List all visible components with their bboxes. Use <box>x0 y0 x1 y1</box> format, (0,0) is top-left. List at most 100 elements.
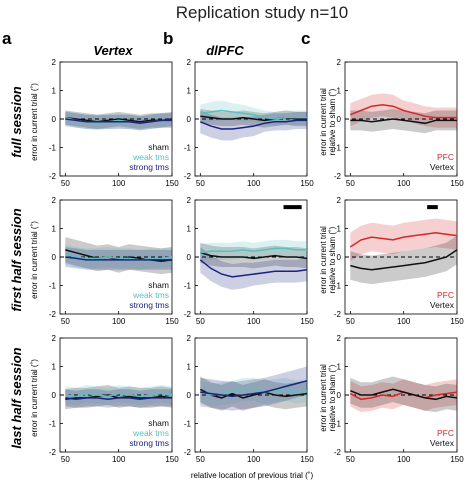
series-line-sham <box>65 116 173 123</box>
ylabel-right-row1-line1: error in current trial <box>319 88 328 156</box>
error-band-vertex <box>350 235 457 285</box>
x-tick-label: 50 <box>61 179 70 188</box>
y-tick-label: -2 <box>49 172 57 181</box>
y-tick-label: -1 <box>49 420 57 429</box>
legend-strong-tms: strong tms <box>129 300 169 310</box>
series-line-strong-tms <box>200 380 308 398</box>
column-title-dlpfc: dlPFC <box>206 43 244 58</box>
panel-letter-c: c <box>301 29 310 48</box>
legend-sham: sham <box>148 142 169 152</box>
error-band-sham <box>200 242 307 269</box>
legend-strong-tms: strong tms <box>129 438 169 448</box>
y-tick-label: -1 <box>49 144 57 153</box>
legend-vertex: Vertex <box>430 300 455 310</box>
x-tick-label: 150 <box>450 179 464 188</box>
x-tick-label: 50 <box>346 317 355 326</box>
ylabel-left-row1: error in current trial (˚) <box>30 83 39 161</box>
y-tick-label: -2 <box>334 310 342 319</box>
y-tick-label: -2 <box>49 310 57 319</box>
series-line-vertex <box>350 118 457 125</box>
y-tick-label: -1 <box>334 282 342 291</box>
y-tick-label: -1 <box>334 144 342 153</box>
column-title-vertex: Vertex <box>93 43 133 58</box>
y-tick-label: 2 <box>337 334 342 343</box>
significance-bar <box>283 205 302 210</box>
x-tick-label: 150 <box>165 455 179 464</box>
y-tick-label: 0 <box>187 115 192 124</box>
y-tick-label: 1 <box>52 225 57 234</box>
y-tick-label: -2 <box>334 172 342 181</box>
y-tick-label: 2 <box>187 334 192 343</box>
legend-pfc: PFC <box>437 428 454 438</box>
x-tick-label: 100 <box>112 179 126 188</box>
legend-weak-tms: weak tms <box>132 290 169 300</box>
legend-vertex: Vertex <box>430 162 455 172</box>
x-tick-label: 50 <box>61 317 70 326</box>
series-line-weak-tms <box>200 247 307 254</box>
significance-bar <box>427 205 438 210</box>
y-tick-label: -2 <box>49 448 57 457</box>
x-tick-label: 150 <box>450 317 464 326</box>
y-tick-label: 0 <box>337 391 342 400</box>
series-line-sham <box>199 388 308 399</box>
legend-strong-tms: strong tms <box>129 162 169 172</box>
legend-pfc: PFC <box>437 290 454 300</box>
error-band-pfc <box>350 218 457 262</box>
series-line-pfc <box>350 104 457 119</box>
panel-last-half-session-dlpfc: -2 -1 0 1 2 50 100 150 <box>184 334 314 464</box>
series-line-strong-tms <box>65 397 172 401</box>
row-title-last-half-session: last half session <box>9 347 24 448</box>
y-tick-label: 1 <box>187 87 192 96</box>
y-tick-label: 1 <box>337 225 342 234</box>
y-tick-label: 0 <box>52 253 57 262</box>
y-tick-label: -1 <box>184 144 192 153</box>
x-tick-label: 100 <box>397 179 411 188</box>
y-tick-label: -2 <box>184 172 192 181</box>
x-tick-label: 100 <box>112 317 126 326</box>
series-line-vertex <box>350 249 458 271</box>
series-line-sham <box>200 251 308 260</box>
legend-weak-tms: weak tms <box>132 152 169 162</box>
ylabel-right-row2-line1: error in current trial <box>319 226 328 294</box>
ylabel-left-row2: error in current trial (˚) <box>30 221 39 299</box>
y-tick-label: 2 <box>187 196 192 205</box>
y-tick-label: 0 <box>187 253 192 262</box>
y-tick-label: 0 <box>52 391 57 400</box>
figure-title: Replication study n=10 <box>176 3 348 22</box>
y-tick-label: -1 <box>334 420 342 429</box>
x-tick-label: 150 <box>300 455 314 464</box>
y-tick-label: -1 <box>49 282 57 291</box>
series-line-vertex <box>350 388 458 401</box>
x-tick-label: 150 <box>300 179 314 188</box>
x-tick-label: 150 <box>450 455 464 464</box>
legend-sham: sham <box>148 418 169 428</box>
x-tick-label: 50 <box>346 179 355 188</box>
y-tick-label: -1 <box>184 420 192 429</box>
x-tick-label: 50 <box>196 179 205 188</box>
series-line-strong-tms <box>200 119 307 130</box>
error-band-vertex <box>350 376 457 413</box>
x-axis-label: relative location of previous trial (˚) <box>191 471 314 480</box>
x-tick-label: 100 <box>247 179 261 188</box>
y-tick-label: 2 <box>337 58 342 67</box>
y-tick-label: 2 <box>187 58 192 67</box>
y-tick-label: 2 <box>52 196 57 205</box>
error-band-strong-tms <box>200 247 307 290</box>
legend-pfc: PFC <box>437 152 454 162</box>
x-tick-label: 150 <box>165 179 179 188</box>
y-tick-label: 1 <box>337 87 342 96</box>
y-tick-label: 0 <box>337 253 342 262</box>
panel-full-session-dlpfc: -2 -1 0 1 2 50 100 150 <box>184 58 314 188</box>
y-tick-label: 2 <box>52 58 57 67</box>
y-tick-label: 1 <box>187 225 192 234</box>
x-tick-label: 50 <box>61 455 70 464</box>
series-line-strong-tms <box>199 259 308 278</box>
row-title-first-half-session: first half session <box>9 208 24 311</box>
